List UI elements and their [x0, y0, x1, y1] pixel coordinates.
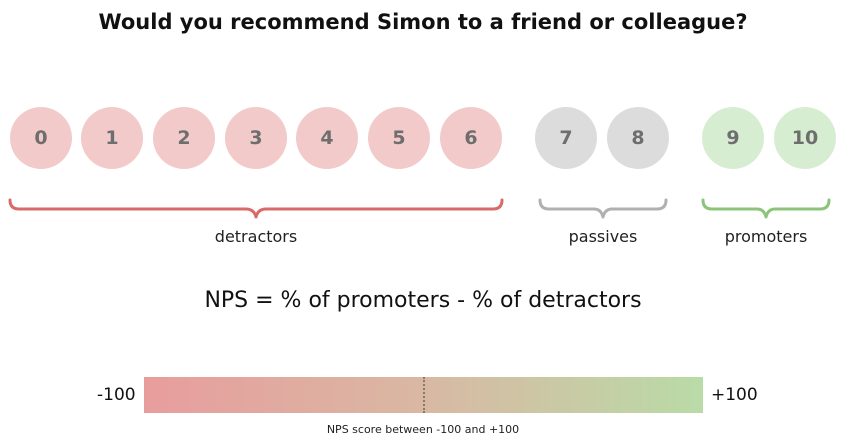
- score-3-circle: 3: [225, 107, 287, 169]
- scale-caption: NPS score between -100 and +100: [326, 423, 520, 436]
- question-title: Would you recommend Simon to a friend or…: [98, 10, 748, 34]
- passives-brace: [538, 198, 668, 219]
- scale-max-label: +100: [711, 385, 758, 405]
- score-7-circle: 7: [535, 107, 597, 169]
- nps-formula: NPS = % of promoters - % of detractors: [204, 288, 642, 313]
- score-0-circle: 0: [10, 107, 72, 169]
- nps-gradient-bar: [144, 377, 703, 413]
- score-5-circle: 5: [368, 107, 430, 169]
- scale-midpoint-marker: [423, 377, 425, 413]
- score-1-circle: 1: [81, 107, 143, 169]
- score-8-circle: 8: [607, 107, 669, 169]
- scale-min-label: -100: [97, 385, 136, 405]
- detractors-brace: [8, 198, 504, 219]
- score-6-circle: 6: [440, 107, 502, 169]
- detractors-label: detractors: [214, 227, 298, 246]
- promoters-brace: [701, 198, 831, 219]
- score-10-circle: 10: [774, 107, 836, 169]
- score-9-circle: 9: [702, 107, 764, 169]
- promoters-label: promoters: [724, 227, 808, 246]
- score-2-circle: 2: [153, 107, 215, 169]
- passives-label: passives: [568, 227, 638, 246]
- score-4-circle: 4: [296, 107, 358, 169]
